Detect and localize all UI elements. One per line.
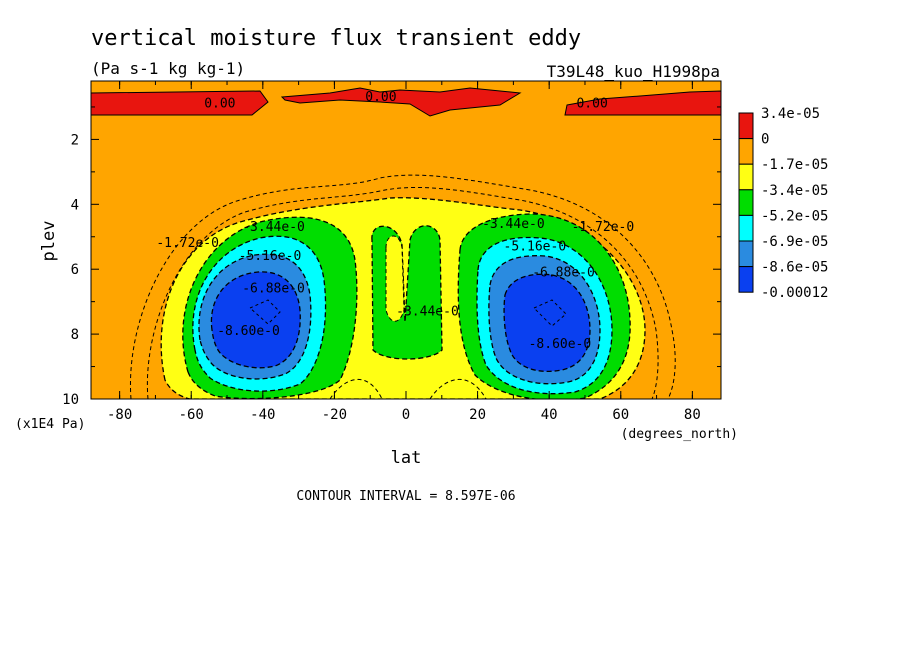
contour-outer-1: [129, 174, 676, 399]
y-tick-label: 8: [71, 327, 79, 343]
x-axis: -80 -60 -40 -20 0 20 40 60 80: [107, 81, 701, 423]
plot-area: 0.00 0.00 0.00 -1.72e-0 -3.44e-0 -5.16e-0 -6.8…: [91, 81, 721, 399]
contour-outer-2: [146, 186, 659, 399]
colorbar-swatch: [738, 163, 754, 191]
x-tick-label: 0: [402, 407, 410, 423]
contour-min-right: [533, 299, 567, 327]
colorbar: 3.4e-05 0 -1.7e-05 -3.4e-05 -5.2e-05 -6.9e-05…: [738, 106, 828, 301]
positive-region-right: [564, 90, 721, 116]
contour-label: -3.44e-0: [242, 220, 305, 235]
y-tick-label: 10: [62, 392, 79, 408]
contour-label: -8.60e-0: [529, 337, 592, 352]
contour-label: -8.60e-0: [217, 324, 280, 339]
contour-region-deepblue-right: [503, 273, 591, 372]
x-tick-label: 20: [469, 407, 486, 423]
x-axis-units: (degrees_north): [621, 427, 738, 442]
x-axis-label: lat: [391, 448, 422, 468]
x-tick-label: 60: [612, 407, 629, 423]
contour-label: -6.88e-0: [532, 265, 595, 280]
colorbar-label: -3.4e-05: [761, 183, 828, 199]
contour-region-center-hole: [385, 235, 405, 322]
x-tick-label: -40: [250, 407, 275, 423]
contour-label: -5.16e-0: [239, 249, 302, 264]
x-tick-label: -20: [322, 407, 347, 423]
colorbar-swatch: [738, 240, 754, 268]
contour-label: -1.72e-0: [156, 236, 219, 251]
colorbar-swatch: [738, 214, 754, 242]
colorbar-swatch: [738, 266, 754, 293]
y-axis: 2 4 6 8 10: [62, 106, 721, 408]
contour-label: 0.00: [576, 97, 607, 112]
contour-bottom-right: [429, 379, 487, 399]
contour-min-left: [249, 299, 281, 325]
colorbar-label: 3.4e-05: [761, 106, 820, 122]
colorbar-label: -0.00012: [761, 285, 828, 301]
colorbar-label: -6.9e-05: [761, 234, 828, 250]
x-tick-label: 80: [684, 407, 701, 423]
positive-region-center: [280, 87, 522, 117]
x-tick-label: -60: [179, 407, 204, 423]
colorbar-label: -5.2e-05: [761, 208, 828, 224]
y-tick-label: 2: [71, 132, 79, 148]
contour-label: -5.16e-0: [504, 239, 567, 254]
chart-title: vertical moisture flux transient eddy: [91, 26, 581, 51]
y-tick-label: 4: [71, 197, 79, 213]
run-name: T39L48_kuo_H1998pa: [547, 62, 720, 81]
colorbar-swatch: [738, 189, 754, 216]
contour-label: -3.44e-0: [396, 304, 459, 319]
contour-labels: 0.00 0.00 0.00 -1.72e-0 -3.44e-0 -5.16e-0 -6.8…: [156, 90, 634, 352]
contour-label: 0.00: [204, 97, 235, 112]
contour-interval-note: CONTOUR INTERVAL = 8.597E-06: [296, 489, 515, 504]
positive-region-left: [91, 90, 269, 116]
contour-label: -6.88e-0: [242, 282, 305, 297]
x-tick-label: -80: [107, 407, 132, 423]
chart-units: (Pa s-1 kg kg-1): [91, 59, 245, 78]
x-tick-label: 40: [541, 407, 558, 423]
contour-label: 0.00: [365, 90, 396, 105]
colorbar-swatch: [738, 138, 754, 165]
y-tick-label: 6: [71, 262, 79, 278]
colorbar-label: -8.6e-05: [761, 260, 828, 276]
colorbar-swatch: [738, 112, 754, 140]
contour-label: -1.72e-0: [572, 220, 635, 235]
contour-label: -3.44e-0: [482, 217, 545, 232]
y-axis-label: plev: [39, 221, 59, 262]
y-axis-units: (x1E4 Pa): [15, 417, 85, 432]
colorbar-label: 0: [761, 132, 769, 148]
colorbar-label: -1.7e-05: [761, 157, 828, 173]
contour-region-deepblue-left: [210, 271, 301, 369]
